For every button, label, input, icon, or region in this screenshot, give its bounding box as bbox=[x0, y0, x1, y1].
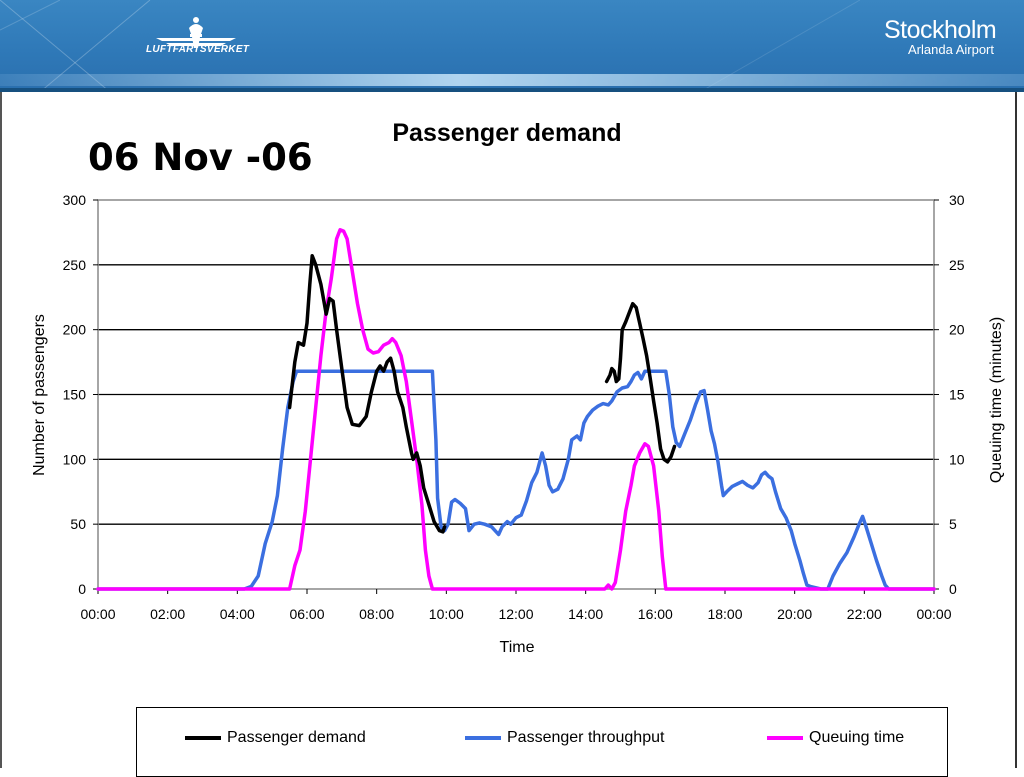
y2-tick-label: 10 bbox=[949, 451, 965, 467]
x-tick-label: 00:00 bbox=[916, 606, 951, 622]
x-tick-label: 12:00 bbox=[498, 606, 533, 622]
y2-axis-label: Queuing time (minutes) bbox=[988, 317, 1005, 483]
luftfartsverket-logo-text: LUFTFARTSVERKET bbox=[146, 44, 250, 55]
x-tick-label: 06:00 bbox=[289, 606, 324, 622]
y-tick-label: 50 bbox=[70, 516, 86, 532]
x-tick-label: 10:00 bbox=[429, 606, 464, 622]
slide-border-left bbox=[0, 92, 2, 768]
header-edge bbox=[0, 88, 1024, 92]
chart-series bbox=[96, 228, 936, 591]
x-tick-label: 02:00 bbox=[150, 606, 185, 622]
arlanda-airport-logo-text: Arlanda Airport bbox=[908, 42, 994, 57]
axis-ticks bbox=[93, 199, 939, 594]
series-line-demand-afternoon bbox=[604, 301, 677, 464]
y-tick-label: 250 bbox=[63, 257, 87, 273]
y-tick-label: 0 bbox=[78, 581, 86, 597]
y-axis-tick-labels: 0 50 100 150 200 250 300 bbox=[63, 192, 87, 597]
x-tick-label: 08:00 bbox=[359, 606, 394, 622]
x-axis-tick-labels: 00:00 02:00 04:00 06:00 08:00 10:00 12:00 14:00… bbox=[80, 606, 951, 622]
chart-gridlines bbox=[98, 264, 934, 525]
y-tick-label: 300 bbox=[63, 192, 87, 208]
legend-label-throughput: Passenger throughput bbox=[507, 729, 665, 746]
x-tick-label: 22:00 bbox=[847, 606, 882, 622]
x-tick-label: 14:00 bbox=[568, 606, 603, 622]
legend-swatch-throughput bbox=[465, 736, 501, 740]
luftfartsverket-emblem-icon bbox=[156, 17, 236, 48]
x-tick-label: 20:00 bbox=[777, 606, 812, 622]
y-tick-label: 200 bbox=[63, 322, 87, 338]
y2-tick-label: 5 bbox=[949, 516, 957, 532]
y2-tick-label: 20 bbox=[949, 322, 965, 338]
y-tick-label: 150 bbox=[63, 387, 87, 403]
x-tick-label: 16:00 bbox=[638, 606, 673, 622]
series-line-queuing-time bbox=[96, 228, 936, 591]
x-tick-label: 18:00 bbox=[707, 606, 742, 622]
slide-header: LUFTFARTSVERKET Stockholm Arlanda Airpor… bbox=[0, 0, 1024, 92]
y2-tick-label: 30 bbox=[949, 192, 965, 208]
header-highlight bbox=[0, 74, 1024, 86]
y-axis-label: Number of passengers bbox=[31, 314, 48, 476]
slide-border-right bbox=[1015, 92, 1017, 768]
x-tick-label: 00:00 bbox=[80, 606, 115, 622]
legend-swatch-demand bbox=[185, 736, 221, 740]
stockholm-logo-text: Stockholm bbox=[884, 16, 997, 44]
series-line-throughput bbox=[96, 369, 936, 591]
legend-label-queuing-time: Queuing time bbox=[809, 729, 905, 746]
legend-swatch-queuing-time bbox=[767, 736, 803, 740]
x-tick-label: 04:00 bbox=[220, 606, 255, 622]
series-line-demand bbox=[287, 254, 447, 534]
legend-label-demand: Passenger demand bbox=[227, 729, 366, 746]
y2-tick-label: 15 bbox=[949, 387, 965, 403]
chart-legend: Passenger demand Passenger throughput Qu… bbox=[136, 707, 948, 777]
y2-axis-tick-labels: 0 5 10 15 20 25 30 bbox=[949, 192, 965, 597]
y-tick-label: 100 bbox=[63, 451, 87, 467]
chart-title: Passenger demand bbox=[392, 119, 621, 147]
x-axis-label: Time bbox=[500, 639, 535, 656]
y2-tick-label: 0 bbox=[949, 581, 957, 597]
date-label: 06 Nov -06 bbox=[88, 136, 313, 179]
y2-tick-label: 25 bbox=[949, 257, 965, 273]
